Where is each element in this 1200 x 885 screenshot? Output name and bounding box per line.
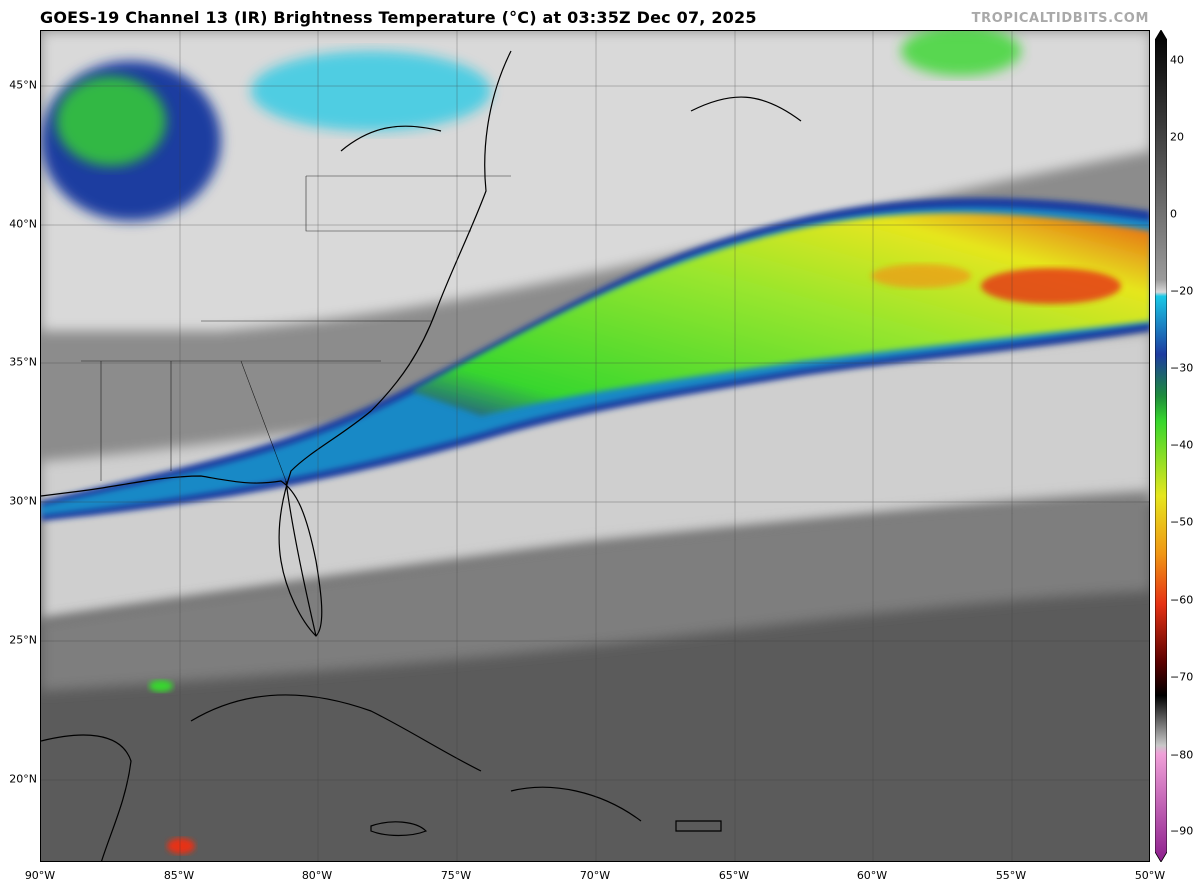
colorbar-tick-minus30: −30 [1170, 361, 1194, 375]
lat-label-40n: 40°N [9, 217, 37, 231]
gulf-convection [149, 680, 173, 692]
lon-label-60w: 60°W [856, 869, 888, 882]
colorbar-tick-minus70: −70 [1170, 670, 1194, 684]
lat-label-45n: 45°N [9, 78, 37, 92]
lat-label-35n: 35°N [9, 355, 37, 369]
coldest-cloud-tops [981, 268, 1121, 304]
yucatan [41, 734, 132, 861]
colorbar-tick-minus40: −40 [1170, 438, 1194, 452]
nova-scotia [690, 96, 802, 122]
colorbar-tick-40: 40 [1170, 53, 1184, 67]
great-lakes-storm-green [56, 76, 166, 166]
puerto-rico [675, 820, 722, 832]
temperature-colorbar [1155, 30, 1167, 862]
colorbar-tick-minus60: −60 [1170, 593, 1194, 607]
lon-label-65w: 65°W [718, 869, 750, 882]
frontal-band-core [411, 212, 1149, 416]
watermark: TROPICALTIDBITS.COM [971, 11, 1149, 26]
lat-label-30n: 30°N [9, 494, 37, 508]
satellite-map[interactable] [40, 30, 1150, 862]
hispaniola [510, 786, 642, 822]
state-borders [81, 175, 511, 482]
lon-label-85w: 85°W [163, 869, 195, 882]
lon-label-70w: 70°W [579, 869, 611, 882]
lon-label-50w: 50°W [1134, 869, 1166, 882]
coldest-cloud-tops-2 [871, 264, 971, 288]
colorbar-tick-0: 0 [1170, 207, 1177, 221]
graticule [41, 31, 1149, 861]
canada-cloud [251, 51, 491, 131]
great-lakes-shore [340, 125, 442, 152]
lat-label-25n: 25°N [9, 633, 37, 647]
florida-peninsula [285, 480, 317, 637]
cuba [190, 694, 482, 772]
coastlines [41, 50, 802, 861]
colorbar-tick-minus50: −50 [1170, 515, 1194, 529]
colorbar-tick-minus20: −20 [1170, 284, 1194, 298]
colorbar-tick-20: 20 [1170, 130, 1184, 144]
lat-label-20n: 20°N [9, 772, 37, 786]
map-title: GOES-19 Channel 13 (IR) Brightness Tempe… [40, 8, 757, 27]
colorbar-tick-minus90: −90 [1170, 824, 1194, 838]
lon-label-90w: 90°W [24, 869, 56, 882]
jamaica [370, 821, 428, 837]
us-east-coast [41, 50, 512, 637]
lon-label-55w: 55°W [995, 869, 1027, 882]
colorbar-tick-minus80: −80 [1170, 748, 1194, 762]
lon-label-75w: 75°W [440, 869, 472, 882]
yucatan-convection [167, 838, 195, 854]
lon-label-80w: 80°W [301, 869, 333, 882]
maritimes-cloud [901, 31, 1021, 76]
